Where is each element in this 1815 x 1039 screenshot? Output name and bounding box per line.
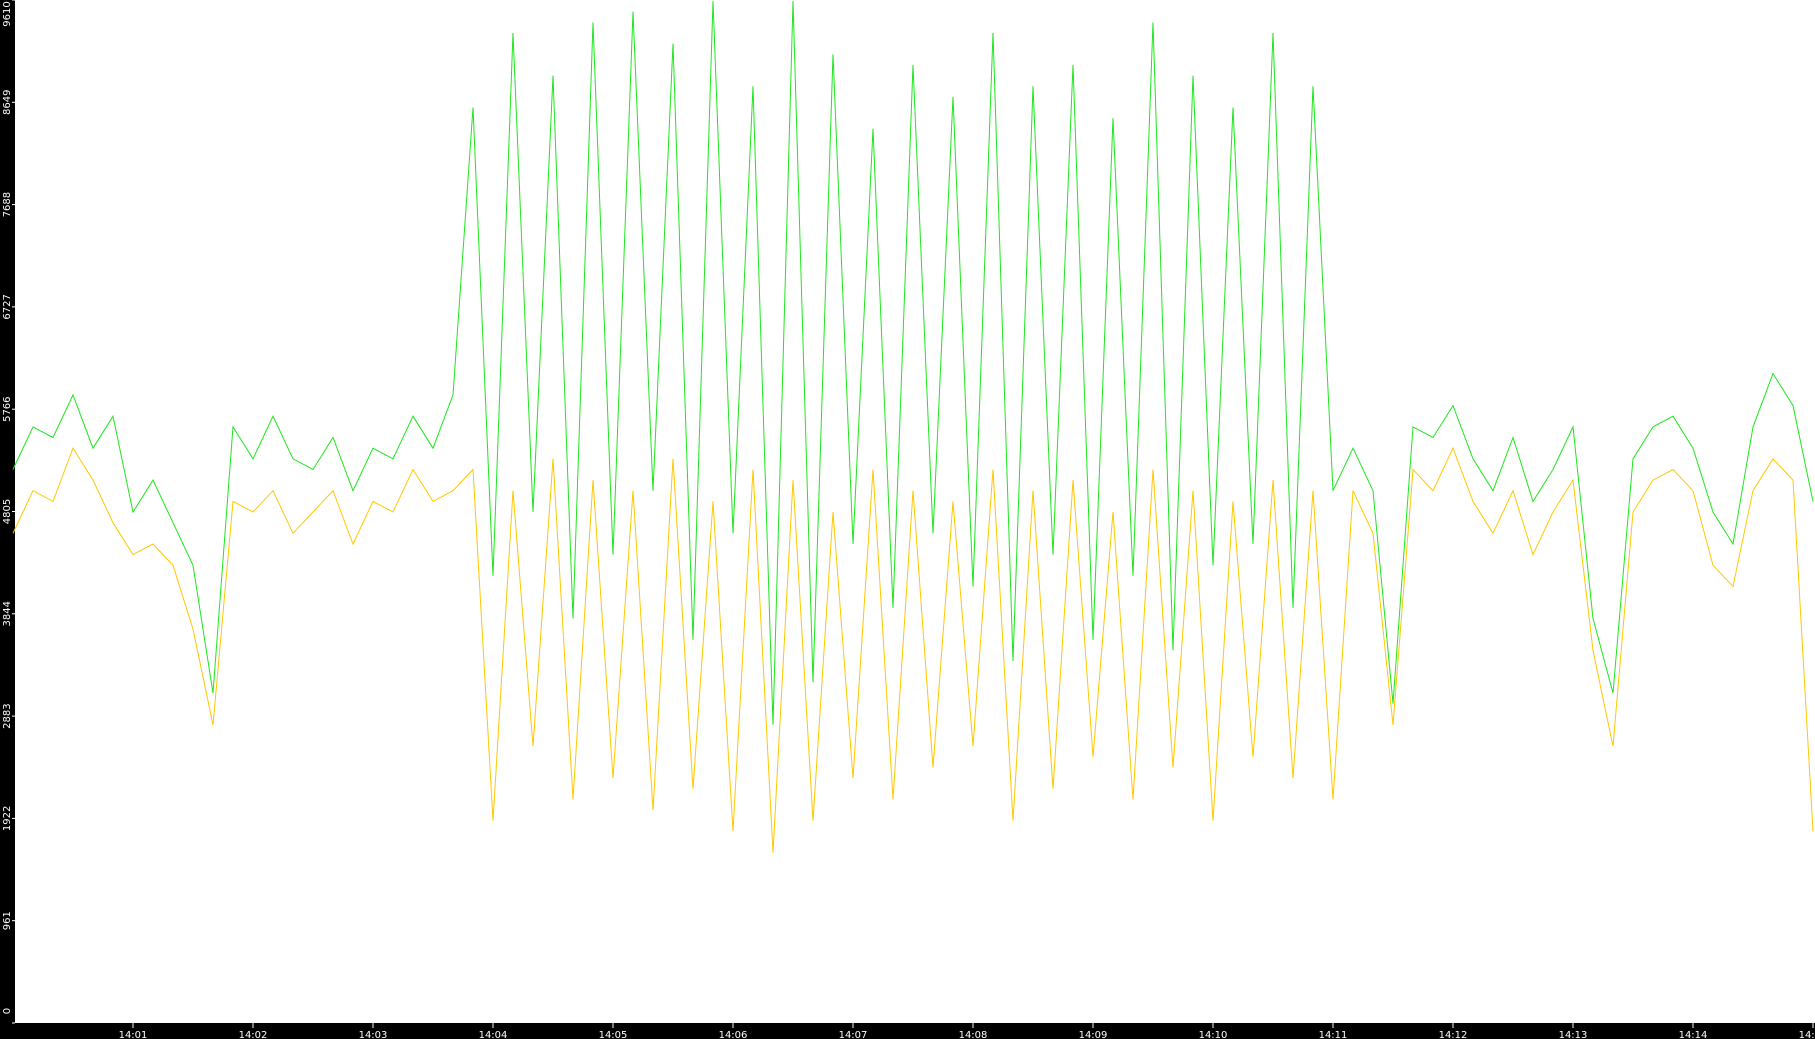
x-tick-label: 14:04 xyxy=(479,1030,508,1039)
x-tick-label: 14:12 xyxy=(1439,1030,1468,1039)
x-tick-label: 14:15 xyxy=(1799,1030,1815,1039)
y-tick-label: 4805 xyxy=(2,499,13,524)
x-tick-label: 14:10 xyxy=(1199,1030,1228,1039)
series-line-1 xyxy=(12,1,1814,725)
y-tick-label: 6727 xyxy=(2,294,13,319)
series-layer xyxy=(12,1,1814,853)
y-axis: 0 961 1922 2883 3844 4805 5766 6727 7688 8649 9610 xyxy=(2,0,15,1024)
x-tick-label: 14:07 xyxy=(839,1030,868,1039)
x-tick-label: 14:03 xyxy=(359,1030,388,1039)
x-tick-label: 14:09 xyxy=(1079,1030,1108,1039)
y-tick-label: 0 xyxy=(2,1008,13,1014)
y-tick-label: 8649 xyxy=(2,90,13,115)
x-tick-label: 14:02 xyxy=(239,1030,268,1039)
y-tick-label: 7688 xyxy=(2,192,13,217)
x-tick-label: 14:05 xyxy=(599,1030,628,1039)
y-tick-label: 961 xyxy=(2,911,13,930)
y-tick-label: 2883 xyxy=(2,703,13,728)
x-tick-label: 14:13 xyxy=(1559,1030,1588,1039)
x-tick-label: 14:01 xyxy=(119,1030,148,1039)
x-tick-label: 14:06 xyxy=(719,1030,748,1039)
x-axis: 14:01 14:02 14:03 14:04 14:05 14:06 14:07 14:08… xyxy=(119,1023,1815,1039)
y-tick-label: 5766 xyxy=(2,396,13,421)
x-tick-label: 14:11 xyxy=(1319,1030,1348,1039)
x-tick-label: 14:14 xyxy=(1679,1030,1708,1039)
y-tick-label: 1922 xyxy=(2,806,13,831)
series-line-2 xyxy=(12,446,1814,853)
x-tick-label: 14:08 xyxy=(959,1030,988,1039)
y-tick-label: 9610 xyxy=(2,1,13,26)
y-tick-label: 3844 xyxy=(2,601,13,626)
